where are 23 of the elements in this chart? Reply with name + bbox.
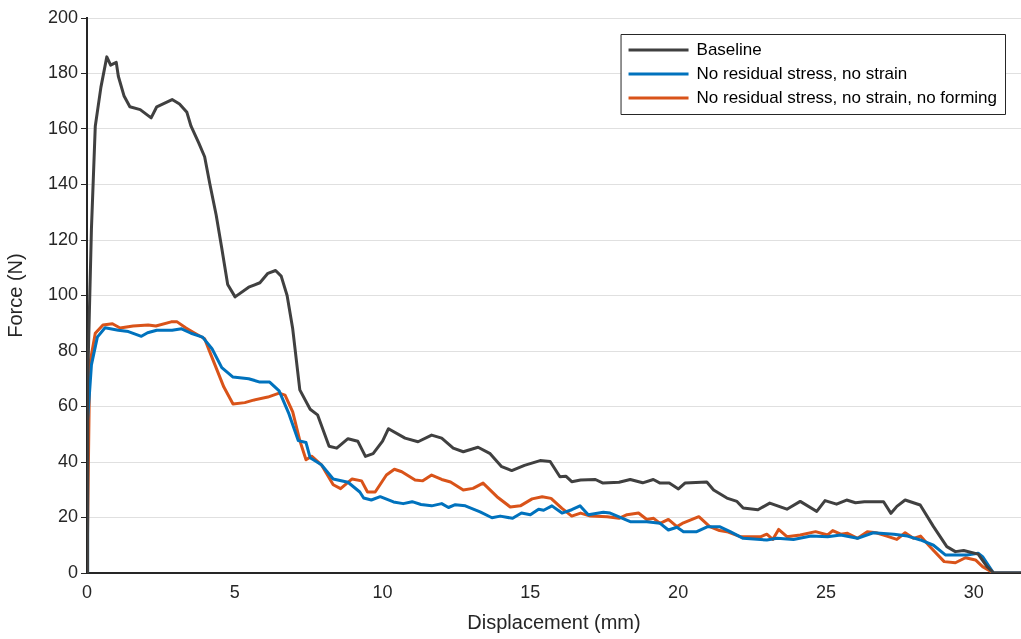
y-tick-label: 60 xyxy=(57,395,78,416)
y-tick-label: 0 xyxy=(67,561,78,582)
x-tick-label: 30 xyxy=(963,581,984,602)
legend-label: No residual stress, no strain, no forming xyxy=(696,87,998,107)
x-tick-label: 15 xyxy=(520,581,541,602)
x-tick-label: 10 xyxy=(372,581,393,602)
y-tick-label: 120 xyxy=(47,228,78,249)
x-tick-label: 20 xyxy=(668,581,689,602)
x-tick-label: 0 xyxy=(81,581,93,602)
legend-label: Baseline xyxy=(696,39,762,59)
x-axis-title: Displacement (mm) xyxy=(467,610,641,633)
y-tick-label: 100 xyxy=(47,284,78,305)
y-tick-label: 20 xyxy=(57,506,78,527)
x-tick-label: 5 xyxy=(229,581,240,602)
y-axis-title: Force (N) xyxy=(3,253,26,338)
y-tick-label: 40 xyxy=(57,450,78,471)
y-tick-label: 160 xyxy=(47,117,78,138)
y-tick-label: 180 xyxy=(47,62,78,83)
legend-label: No residual stress, no strain xyxy=(696,63,908,83)
y-tick-label: 200 xyxy=(47,6,78,27)
x-tick-label: 25 xyxy=(815,581,836,602)
y-tick-label: 80 xyxy=(57,339,78,360)
y-tick-label: 140 xyxy=(47,173,78,194)
